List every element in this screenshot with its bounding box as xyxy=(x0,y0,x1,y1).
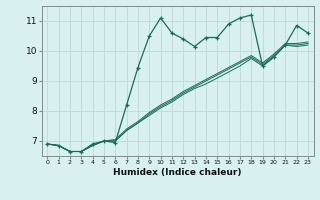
X-axis label: Humidex (Indice chaleur): Humidex (Indice chaleur) xyxy=(113,168,242,177)
